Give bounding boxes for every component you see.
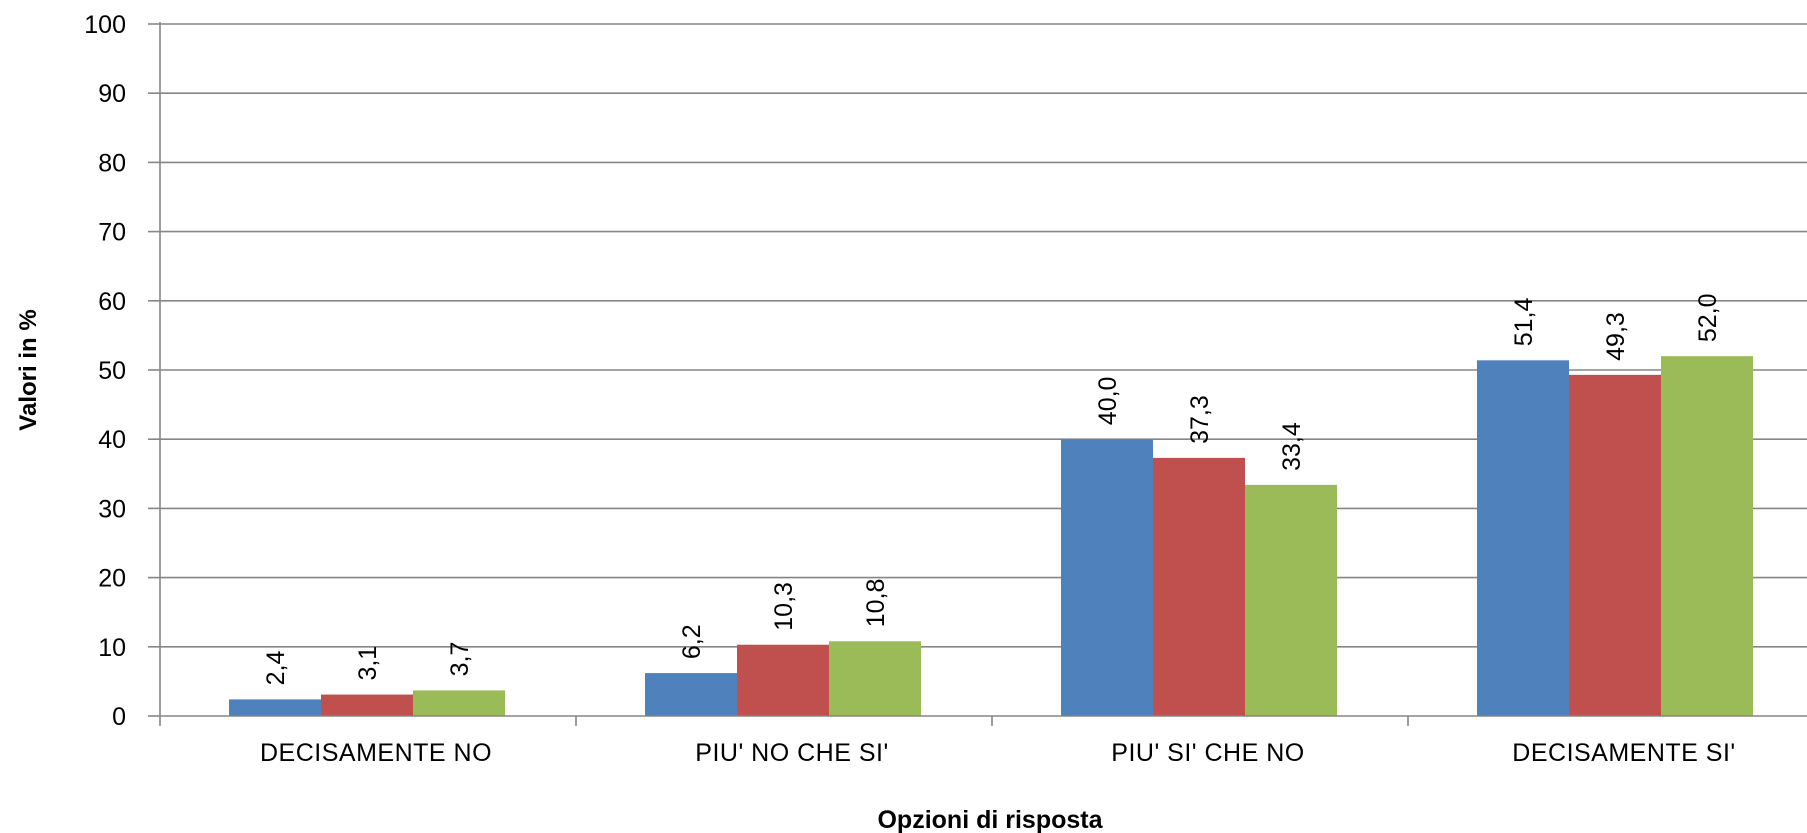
data-labels: 2,4 3,1 3,7 6,2 10,3 10,8 40,0 37,3 33,4 51,4 49,3… <box>262 293 1722 685</box>
x-tick-label: DECISAMENTE SI' <box>1512 739 1735 767</box>
bar <box>737 644 829 716</box>
y-axis-title: Valori in % <box>15 309 42 430</box>
x-tick-label: PIU' SI' CHE NO <box>1111 739 1304 767</box>
bar <box>321 694 413 716</box>
y-tick-label: 0 <box>112 703 126 731</box>
bar <box>229 699 321 716</box>
x-tick-label: DECISAMENTE NO <box>260 739 492 767</box>
bar <box>1245 484 1337 716</box>
x-tick-label: PIU' NO CHE SI' <box>695 739 888 767</box>
y-tick-label: 70 <box>98 219 126 247</box>
bar <box>645 673 737 716</box>
y-tick-label: 90 <box>98 80 126 108</box>
data-label: 49,3 <box>1602 312 1630 361</box>
bar <box>1153 457 1245 716</box>
data-label: 52,0 <box>1694 293 1722 342</box>
data-label: 33,4 <box>1278 422 1306 471</box>
bar <box>1569 374 1661 716</box>
data-label: 6,2 <box>678 624 706 659</box>
y-tick-label: 80 <box>98 149 126 177</box>
y-tick-label: 60 <box>98 288 126 316</box>
data-label: 51,4 <box>1510 298 1538 347</box>
x-tick-labels: DECISAMENTE NO PIU' NO CHE SI' PIU' SI' CH… <box>260 739 1735 767</box>
bar <box>1061 439 1153 716</box>
y-tick-labels: 0 10 20 30 40 50 60 70 80 90 100 <box>84 11 126 731</box>
data-label: 37,3 <box>1186 395 1214 444</box>
y-tick-label: 40 <box>98 426 126 454</box>
bar <box>413 690 505 716</box>
y-tick-label: 100 <box>84 11 126 39</box>
bar <box>829 641 921 716</box>
y-tick-label: 10 <box>98 634 126 662</box>
data-label: 10,3 <box>770 582 798 631</box>
bar <box>1661 356 1753 716</box>
bar <box>1477 360 1569 716</box>
axes <box>148 22 1807 726</box>
y-tick-label: 20 <box>98 565 126 593</box>
data-label: 3,7 <box>446 642 474 677</box>
gridlines <box>160 23 1807 648</box>
y-tick-label: 30 <box>98 495 126 523</box>
bars <box>229 356 1753 716</box>
data-label: 40,0 <box>1094 377 1122 426</box>
data-label: 3,1 <box>354 646 382 681</box>
data-label: 2,4 <box>262 651 290 686</box>
x-axis-title: Opzioni di risposta <box>877 806 1103 833</box>
data-label: 10,8 <box>862 579 890 628</box>
y-tick-label: 50 <box>98 357 126 385</box>
